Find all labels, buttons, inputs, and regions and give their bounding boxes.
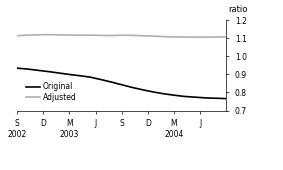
Adjusted bbox=[99, 34, 102, 36]
Text: D: D bbox=[40, 119, 46, 128]
Original bbox=[162, 93, 165, 95]
Original bbox=[26, 68, 29, 70]
Original bbox=[193, 96, 197, 98]
Original bbox=[47, 71, 50, 73]
Original bbox=[225, 98, 228, 100]
Adjusted bbox=[120, 34, 123, 36]
Line: Original: Original bbox=[17, 68, 226, 99]
Original bbox=[68, 73, 71, 75]
Adjusted bbox=[36, 34, 40, 36]
Text: ratio: ratio bbox=[228, 5, 247, 14]
Text: M: M bbox=[171, 119, 177, 128]
Text: S: S bbox=[15, 119, 19, 128]
Original bbox=[57, 72, 61, 74]
Text: D: D bbox=[145, 119, 151, 128]
Text: M: M bbox=[66, 119, 73, 128]
Original bbox=[141, 89, 144, 91]
Original bbox=[204, 97, 207, 99]
Adjusted bbox=[68, 34, 71, 36]
Text: J: J bbox=[199, 119, 201, 128]
Original bbox=[36, 69, 40, 71]
Original bbox=[89, 76, 92, 78]
Original bbox=[151, 91, 155, 93]
Adjusted bbox=[26, 34, 29, 36]
Adjusted bbox=[141, 35, 144, 37]
Adjusted bbox=[162, 36, 165, 38]
Original bbox=[172, 94, 176, 96]
Original bbox=[214, 97, 218, 99]
Adjusted bbox=[57, 34, 61, 36]
Line: Adjusted: Adjusted bbox=[17, 35, 226, 37]
Original bbox=[110, 81, 113, 83]
Original bbox=[120, 84, 123, 86]
Text: 2004: 2004 bbox=[164, 130, 184, 139]
Adjusted bbox=[110, 35, 113, 37]
Original bbox=[99, 79, 102, 81]
Original bbox=[130, 86, 134, 88]
Original bbox=[183, 95, 186, 97]
Adjusted bbox=[78, 34, 82, 36]
Text: S: S bbox=[119, 119, 124, 128]
Adjusted bbox=[193, 36, 197, 38]
Adjusted bbox=[225, 36, 228, 38]
Adjusted bbox=[130, 34, 134, 36]
Original bbox=[15, 67, 19, 69]
Legend: Original, Adjusted: Original, Adjusted bbox=[23, 79, 80, 105]
Adjusted bbox=[183, 36, 186, 38]
Adjusted bbox=[89, 34, 92, 36]
Text: 2003: 2003 bbox=[60, 130, 79, 139]
Adjusted bbox=[214, 36, 218, 38]
Adjusted bbox=[204, 36, 207, 38]
Adjusted bbox=[47, 34, 50, 36]
Original bbox=[78, 75, 82, 77]
Adjusted bbox=[151, 35, 155, 37]
Adjusted bbox=[172, 36, 176, 38]
Text: 2002: 2002 bbox=[7, 130, 27, 139]
Adjusted bbox=[15, 35, 19, 37]
Text: J: J bbox=[95, 119, 97, 128]
